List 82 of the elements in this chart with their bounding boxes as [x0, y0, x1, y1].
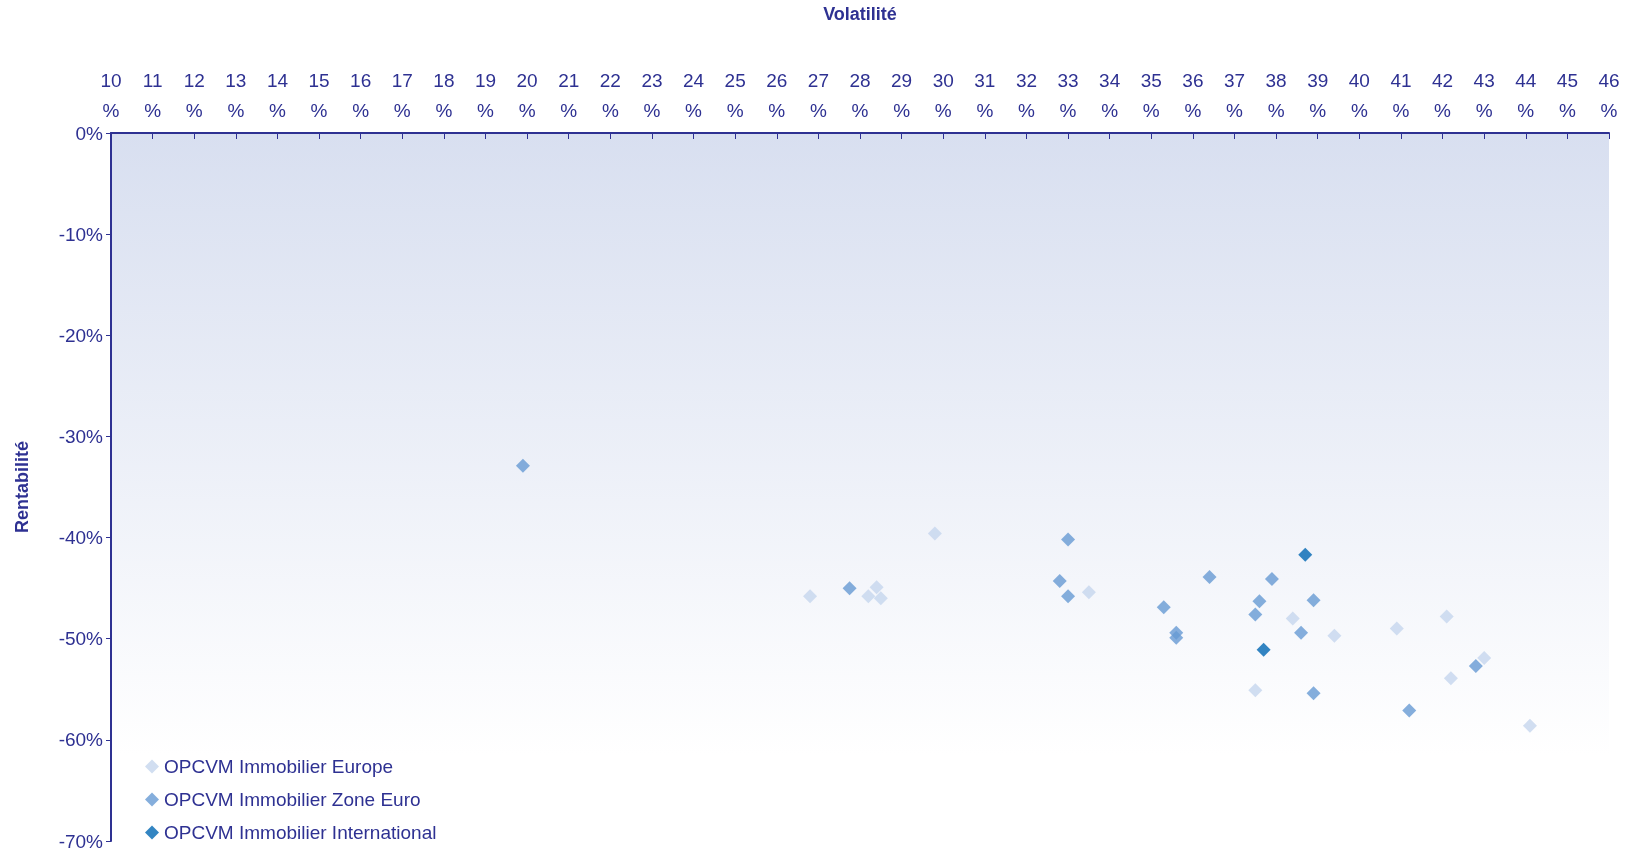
point [1081, 585, 1096, 600]
y-tick-label: -50% [58, 628, 104, 650]
x-tick-label: 14% [266, 69, 289, 121]
x-tick-label: 40% [1348, 69, 1370, 121]
x-tick-label: 44% [1515, 69, 1537, 121]
x-tick-label: 32% [1015, 69, 1038, 121]
point [1443, 671, 1458, 686]
x-tick-label: 19% [474, 69, 497, 121]
x-tick-label: 43% [1473, 69, 1495, 121]
x-tick-label: 17% [391, 69, 413, 121]
point [1052, 574, 1067, 589]
x-tick-label: 45% [1556, 69, 1578, 121]
point [842, 581, 857, 596]
point [1202, 570, 1217, 585]
x-tick-label: 10% [100, 69, 122, 121]
x-tick-label: 31% [974, 69, 996, 121]
y-tick-label: -20% [58, 324, 104, 346]
legend-label: OPCVM Immobilier International [164, 822, 437, 843]
y-axis-title: Rentabilité [12, 440, 32, 534]
point [1298, 547, 1313, 562]
point [1156, 600, 1171, 615]
x-tick-label: 30% [932, 69, 954, 121]
x-tick-label: 22% [599, 69, 621, 121]
x-tick-label: 35% [1140, 69, 1162, 121]
point [869, 580, 884, 595]
x-tick-label: 21% [558, 69, 580, 121]
point [861, 589, 876, 604]
y-tick-label: -30% [58, 425, 104, 447]
x-axis-title: Volatilité [823, 4, 897, 24]
x-tick-label: 24% [682, 69, 705, 121]
point [1169, 630, 1184, 645]
point [803, 589, 818, 604]
x-tick-label: 42% [1431, 69, 1454, 121]
point [1439, 609, 1454, 624]
legend-label: OPCVM Immobilier Europe [164, 756, 394, 777]
point [1327, 628, 1342, 643]
x-tick-label: 38% [1265, 69, 1287, 121]
legend-label: OPCVM Immobilier Zone Euro [164, 789, 421, 810]
point [1306, 686, 1321, 701]
x-tick-label: 20% [516, 69, 538, 121]
x-tick-label: 39% [1307, 69, 1329, 121]
x-tick-label: 41% [1390, 69, 1412, 121]
x-tick-label: 12% [183, 69, 205, 121]
point [927, 526, 942, 541]
point [1522, 718, 1537, 733]
point [1061, 589, 1076, 604]
y-tick-label: 0% [75, 122, 104, 144]
x-tick-label: 46% [1598, 69, 1620, 121]
point [1389, 621, 1404, 636]
point [1306, 593, 1321, 608]
y-tick-label: -40% [58, 527, 104, 549]
point [1252, 594, 1267, 609]
x-tick-label: 34% [1099, 69, 1121, 121]
point [873, 591, 888, 606]
point [1264, 572, 1279, 587]
point [1061, 532, 1076, 547]
x-tick-label: 29% [891, 69, 913, 121]
point [1468, 659, 1483, 674]
x-tick-label: 37% [1223, 69, 1246, 121]
point [1248, 607, 1263, 622]
x-tick-label: 16% [350, 69, 372, 121]
x-tick-label: 26% [766, 69, 788, 121]
x-tick-label: 13% [225, 69, 247, 121]
x-tick-label: 25% [724, 69, 746, 121]
point [515, 458, 530, 473]
point [1248, 683, 1263, 698]
point [1256, 642, 1271, 657]
x-tick-label: 33% [1057, 69, 1079, 121]
x-tick-label: 36% [1182, 69, 1204, 121]
x-tick-label: 23% [641, 69, 663, 121]
x-tick-label: 11% [142, 69, 163, 121]
x-tick-label: 18% [433, 69, 455, 121]
point [1285, 611, 1300, 626]
y-tick-label: -10% [58, 223, 104, 245]
x-tick-label: 15% [308, 69, 330, 121]
x-tick-label: 27% [807, 69, 829, 121]
y-tick-label: -60% [58, 729, 104, 751]
point [1294, 625, 1309, 640]
y-tick-label: -70% [58, 830, 104, 851]
point [1477, 650, 1492, 665]
point [1402, 703, 1417, 718]
x-tick-label: 28% [849, 69, 871, 121]
